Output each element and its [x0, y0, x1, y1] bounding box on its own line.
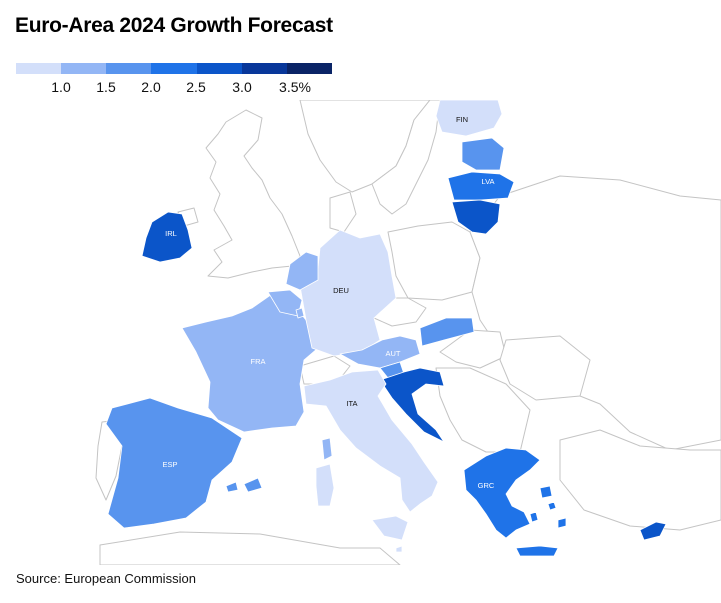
- source-note: Source: European Commission: [16, 571, 196, 586]
- country-swe: [371, 100, 441, 215]
- country-lva: [447, 171, 515, 201]
- country-africa: [99, 531, 401, 565]
- label-deu: DEU: [333, 286, 349, 295]
- country-nld: [285, 251, 319, 291]
- legend-swatch-4: [151, 63, 197, 74]
- country-cyp: [639, 521, 667, 541]
- legend-tick-6: 3.5%: [279, 79, 311, 95]
- label-grc: GRC: [478, 481, 495, 490]
- country-dnk: [329, 191, 357, 233]
- label-aut: AUT: [386, 349, 401, 358]
- country-tur: [559, 429, 721, 531]
- country-bel: [267, 289, 303, 317]
- country-ita-sicily: [371, 515, 409, 541]
- label-esp: ESP: [162, 460, 177, 469]
- legend-tick-2: 1.5: [96, 79, 116, 95]
- legend-tick-3: 2.0: [141, 79, 161, 95]
- label-ita: ITA: [346, 399, 357, 408]
- europe-map: IRL FRA ESP DEU AUT ITA GRC LVA FIN: [95, 100, 721, 565]
- country-ita-sardinia: [315, 463, 335, 507]
- country-ita: [303, 369, 439, 513]
- label-irl: IRL: [165, 229, 177, 238]
- legend-swatch-5: [196, 63, 242, 74]
- legend-color-bar: [16, 63, 332, 74]
- country-esp: [105, 397, 243, 529]
- country-est: [461, 137, 505, 171]
- country-irl: [141, 211, 193, 263]
- country-rou: [499, 335, 591, 401]
- country-svk: [419, 317, 475, 347]
- legend-swatch-6: [241, 63, 287, 74]
- country-aut: [339, 335, 421, 369]
- legend-tick-5: 3.0: [232, 79, 252, 95]
- country-hrv: [379, 367, 445, 443]
- country-lux: [295, 307, 305, 319]
- legend-swatch-1: [16, 63, 62, 74]
- country-ltu: [451, 199, 501, 235]
- country-mlt: [395, 545, 403, 553]
- country-deu: [299, 229, 397, 357]
- country-grc: [463, 447, 541, 539]
- country-hun: [439, 329, 507, 369]
- label-fra: FRA: [251, 357, 266, 366]
- legend-swatch-2: [61, 63, 107, 74]
- country-fin: [435, 100, 503, 137]
- country-gbr: [205, 109, 301, 279]
- country-pol: [387, 221, 481, 301]
- country-esp-islands: [225, 477, 263, 493]
- color-legend: 1.0 1.5 2.0 2.5 3.0 3.5%: [16, 63, 332, 99]
- country-fra-corsica: [321, 437, 333, 461]
- label-lva: LVA: [481, 177, 494, 186]
- legend-swatch-3: [106, 63, 152, 74]
- country-grc-islands: [529, 485, 567, 529]
- chart-title: Euro-Area 2024 Growth Forecast: [15, 14, 333, 37]
- legend-tick-4: 2.5: [186, 79, 206, 95]
- country-grc-crete: [515, 545, 559, 557]
- legend-swatch-7: [286, 63, 332, 74]
- label-fin: FIN: [456, 115, 468, 124]
- legend-tick-1: 1.0: [51, 79, 71, 95]
